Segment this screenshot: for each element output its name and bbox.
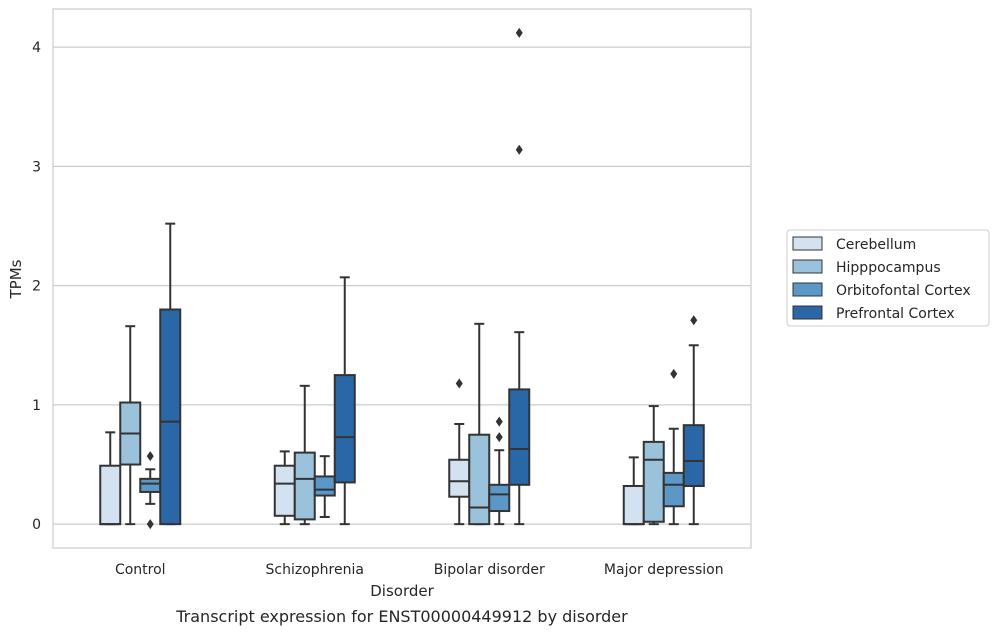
plot-frame [52, 8, 752, 549]
outlier-point-0 [670, 368, 678, 379]
x-tick-label-3: Major depression [604, 562, 724, 578]
box-body [622, 484, 645, 526]
outlier-point-1 [495, 416, 503, 427]
box-body [508, 388, 531, 486]
x-tick-label-0: Control [115, 562, 166, 578]
y-tick-label-0: 0 [32, 517, 41, 533]
box-prefrontal-cortex-0 [159, 222, 182, 526]
box-hipppocampus-1 [293, 384, 316, 526]
legend-label-1: Hipppocampus [836, 260, 941, 276]
x-tick-labels: Control Schizophrenia Bipolar disorder Majo… [115, 562, 724, 578]
box-hipppocampus-2 [468, 322, 491, 526]
box-prefrontal-cortex-3 [682, 315, 705, 526]
box-hipppocampus-3 [642, 405, 665, 526]
x-tick-label-1: Schizophrenia [266, 562, 364, 578]
box-body [159, 308, 182, 526]
box-body [99, 464, 122, 526]
box-body [273, 464, 296, 517]
box-layer [99, 27, 705, 530]
box-body [662, 471, 685, 508]
legend-label-3: Prefrontal Cortex [836, 306, 955, 322]
box-prefrontal-cortex-1 [333, 276, 356, 526]
box-body [333, 374, 356, 484]
legend-swatch-3 [792, 305, 823, 320]
outlier-point-1 [515, 27, 523, 38]
box-prefrontal-cortex-2 [508, 27, 531, 526]
outlier-point-0 [146, 451, 154, 462]
box-hipppocampus-0 [119, 325, 142, 526]
box-body [682, 424, 705, 487]
box-orbitofontal-cortex-2 [488, 416, 511, 526]
legend-frame [786, 229, 990, 327]
chart-caption: Transcript expression for ENST0000044991… [175, 607, 628, 626]
legend-label-2: Orbitofontal Cortex [836, 283, 971, 299]
x-axis-label: Disorder [370, 582, 434, 600]
legend-swatch-0 [792, 236, 823, 251]
outlier-point-0 [515, 144, 523, 155]
box-cerebellum-0 [99, 431, 122, 526]
y-axis-label: TPMs [7, 259, 25, 299]
legend-label-0: Cerebellum [836, 237, 916, 253]
y-tick-label-4: 4 [32, 40, 41, 56]
box-cerebellum-1 [273, 450, 296, 526]
box-body [139, 477, 162, 493]
outlier-point-0 [690, 315, 698, 326]
legend-swatch-2 [792, 282, 823, 297]
box-cerebellum-3 [622, 456, 645, 526]
y-tick-labels: 0 1 2 3 4 [32, 40, 41, 533]
y-tick-label-3: 3 [32, 159, 41, 175]
box-orbitofontal-cortex-3 [662, 368, 685, 526]
box-body [488, 483, 511, 513]
y-tick-label-1: 1 [32, 398, 41, 414]
box-body [468, 433, 491, 526]
outlier-point-1 [146, 519, 154, 530]
legend: Cerebellum Hipppocampus Orbitofontal Corte… [786, 229, 990, 327]
legend-swatch-1 [792, 259, 823, 274]
box-body [448, 458, 471, 498]
box-orbitofontal-cortex-1 [313, 455, 336, 518]
box-body [313, 475, 336, 497]
box-body [642, 440, 665, 523]
box-cerebellum-2 [448, 378, 471, 526]
y-tick-label-2: 2 [32, 279, 41, 295]
box-orbitofontal-cortex-0 [139, 451, 162, 530]
x-tick-label-2: Bipolar disorder [434, 562, 545, 578]
box-body [293, 451, 316, 521]
outlier-point-0 [455, 378, 463, 389]
outlier-point-0 [495, 432, 503, 443]
